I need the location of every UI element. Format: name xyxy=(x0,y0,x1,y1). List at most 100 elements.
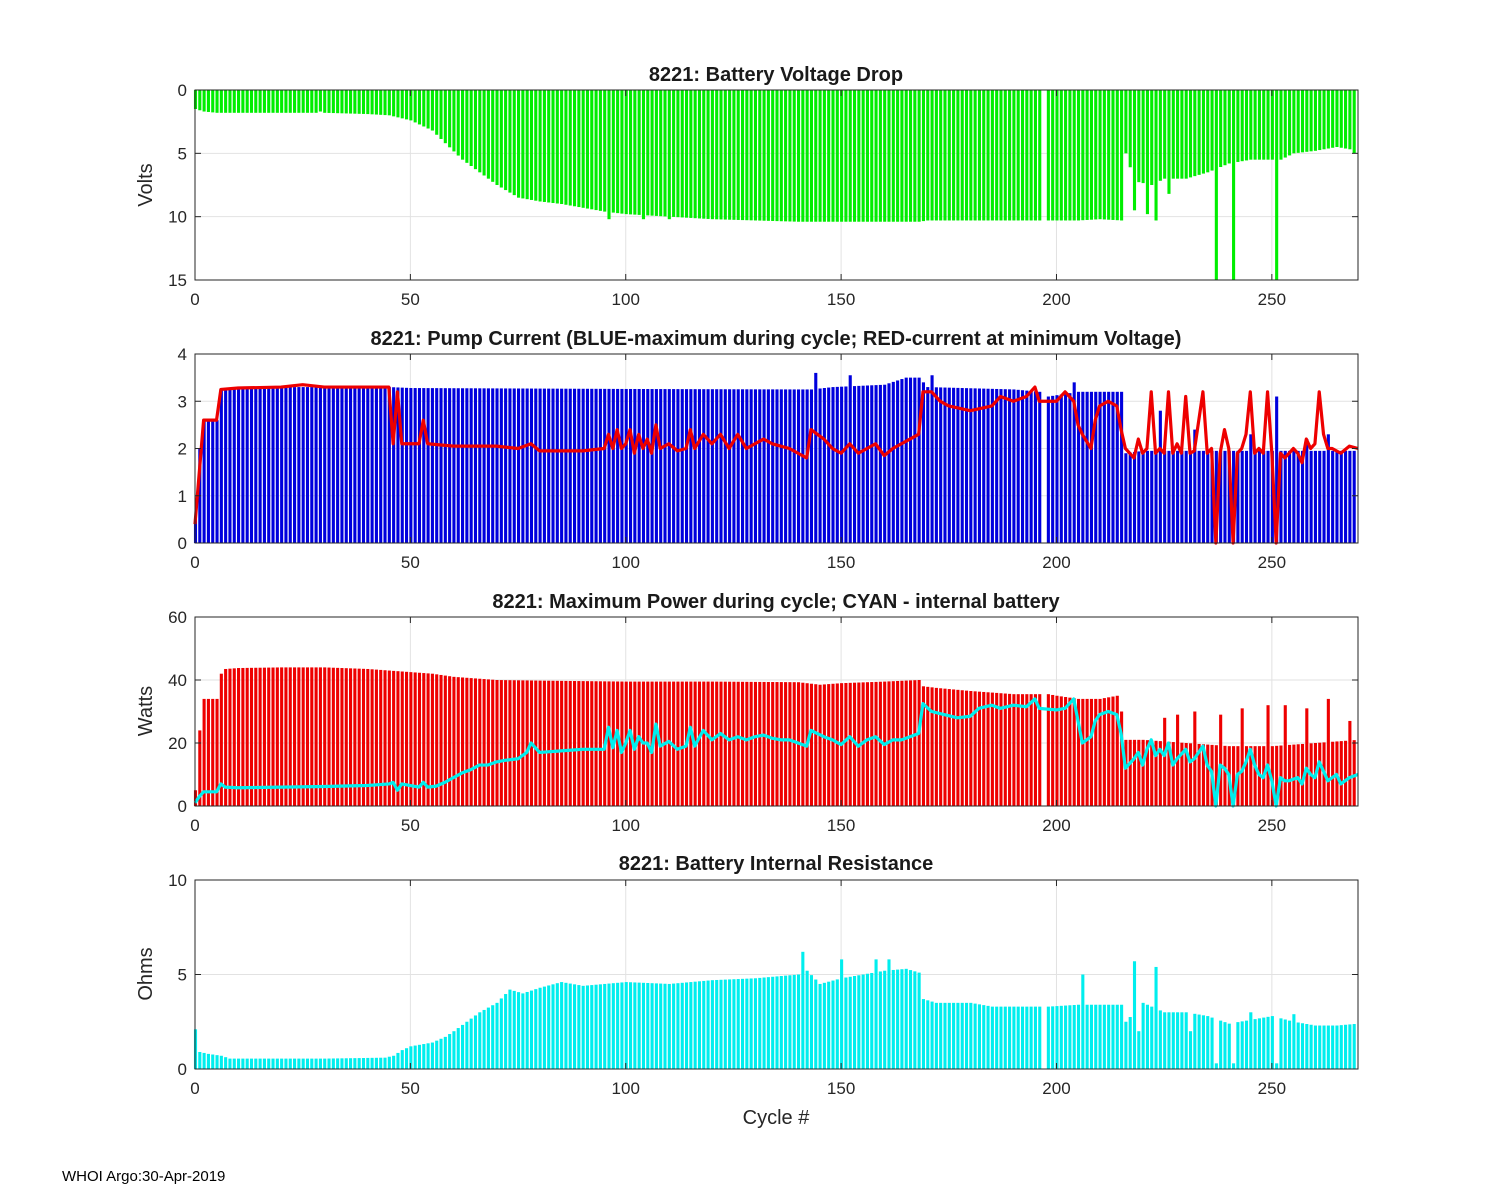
bar-blue-cycle-79 xyxy=(534,388,538,543)
bar-green-cycle-51 xyxy=(413,90,417,123)
bar-cyan-cycle-256 xyxy=(1296,1022,1300,1069)
bar-blue-cycle-243 xyxy=(1240,450,1244,543)
bar-cyan-cycle-255 xyxy=(1292,1014,1296,1069)
bar-red-cycle-214 xyxy=(1115,695,1119,806)
bar-green-cycle-96 xyxy=(607,90,611,220)
bar-blue-cycle-35 xyxy=(344,387,348,543)
bar-cyan-cycle-113 xyxy=(680,982,684,1069)
bar-red-cycle-49 xyxy=(405,671,409,806)
bar-blue-cycle-49 xyxy=(405,387,409,543)
bar-blue-cycle-47 xyxy=(396,387,400,543)
bar-green-cycle-129 xyxy=(749,90,753,221)
bar-cyan-cycle-128 xyxy=(745,978,749,1069)
bar-blue-cycle-186 xyxy=(995,388,999,543)
bar-blue-cycle-98 xyxy=(616,388,620,543)
bar-green-cycle-32 xyxy=(331,90,335,114)
bar-blue-cycle-122 xyxy=(719,389,723,543)
bar-green-cycle-203 xyxy=(1068,90,1072,221)
bar-blue-cycle-2 xyxy=(202,420,206,543)
bar-cyan-cycle-151 xyxy=(844,977,848,1069)
bar-green-cycle-109 xyxy=(663,90,667,217)
bar-red-cycle-145 xyxy=(818,684,822,806)
bar-red-cycle-79 xyxy=(534,680,538,806)
bar-blue-cycle-134 xyxy=(771,389,775,543)
bar-blue-cycle-268 xyxy=(1348,450,1352,543)
bar-red-cycle-174 xyxy=(943,688,947,806)
bar-blue-cycle-56 xyxy=(435,388,439,543)
bar-cyan-cycle-205 xyxy=(1076,1004,1081,1069)
bar-red-cycle-188 xyxy=(1003,693,1007,806)
bar-red-cycle-36 xyxy=(349,668,353,806)
bar-blue-cycle-253 xyxy=(1283,450,1287,543)
bar-red-cycle-208 xyxy=(1089,698,1093,806)
bar-blue-cycle-256 xyxy=(1296,450,1300,543)
bar-cyan-cycle-93 xyxy=(594,984,598,1069)
bar-cyan-cycle-23 xyxy=(293,1058,297,1069)
bar-red-cycle-130 xyxy=(753,681,758,806)
bar-red-cycle-200 xyxy=(1055,695,1059,806)
bar-blue-cycle-238 xyxy=(1219,450,1223,543)
bar-red-cycle-159 xyxy=(878,681,882,806)
bar-green-cycle-205 xyxy=(1076,90,1081,221)
bar-red-cycle-179 xyxy=(964,690,969,806)
bar-blue-cycle-267 xyxy=(1344,450,1348,543)
bar-green-cycle-125 xyxy=(732,90,736,220)
bar-green-cycle-45 xyxy=(387,90,391,116)
bar-red-cycle-112 xyxy=(676,681,680,806)
bar-cyan-cycle-260 xyxy=(1313,1025,1317,1069)
bar-cyan-cycle-146 xyxy=(822,982,826,1069)
bar-green-cycle-21 xyxy=(284,90,288,113)
bar-red-cycle-255 xyxy=(1292,744,1296,806)
bar-cyan-cycle-133 xyxy=(766,977,770,1069)
bar-green-cycle-145 xyxy=(818,90,822,222)
bar-green-cycle-1 xyxy=(198,90,202,111)
bar-red-cycle-194 xyxy=(1029,694,1033,806)
bar-green-cycle-114 xyxy=(684,90,689,218)
bar-cyan-cycle-45 xyxy=(387,1056,391,1069)
bar-red-cycle-128 xyxy=(745,681,749,806)
bar-blue-cycle-210 xyxy=(1098,391,1102,543)
bar-blue-cycle-187 xyxy=(999,389,1003,543)
bar-cyan-cycle-63 xyxy=(465,1021,469,1069)
y-axis-label: Volts xyxy=(135,163,157,206)
bar-cyan-cycle-14 xyxy=(254,1058,258,1069)
bar-green-cycle-82 xyxy=(547,90,551,203)
bar-cyan-cycle-170 xyxy=(926,1000,930,1069)
bar-red-cycle-264 xyxy=(1331,741,1335,806)
bar-cyan-cycle-31 xyxy=(327,1058,331,1069)
bar-green-cycle-52 xyxy=(417,90,422,125)
bar-green-cycle-262 xyxy=(1322,90,1326,150)
bar-red-cycle-3 xyxy=(206,698,210,806)
bar-blue-cycle-138 xyxy=(788,389,792,543)
bar-green-cycle-20 xyxy=(280,90,284,113)
bar-green-cycle-169 xyxy=(921,90,925,222)
x-tick-labels: 0 50 100 150 200 250 xyxy=(190,617,1286,835)
bar-blue-cycle-7 xyxy=(224,389,228,543)
bar-cyan-cycle-198 xyxy=(1046,1006,1050,1069)
bar-blue-cycle-129 xyxy=(749,389,753,543)
bar-green-cycle-92 xyxy=(590,90,594,210)
bar-blue-cycle-34 xyxy=(340,387,344,543)
bar-green-cycle-141 xyxy=(801,90,805,222)
bar-red-cycle-129 xyxy=(749,681,753,806)
bar-green-cycle-164 xyxy=(900,90,904,222)
bar-green-cycle-89 xyxy=(577,90,581,208)
bar-blue-cycle-137 xyxy=(784,389,788,543)
bar-blue-cycle-252 xyxy=(1279,450,1283,543)
x-tick-label: 50 xyxy=(401,553,420,572)
bar-red-cycle-93 xyxy=(594,681,598,806)
bar-red-cycle-210 xyxy=(1098,698,1102,806)
bar-red-cycle-62 xyxy=(461,677,465,806)
bar-green-cycle-37 xyxy=(353,90,357,114)
bar-blue-cycle-248 xyxy=(1262,450,1266,543)
bar-green-cycle-93 xyxy=(594,90,598,211)
bar-cyan-cycle-70 xyxy=(495,1002,499,1069)
bar-red-cycle-118 xyxy=(702,681,706,806)
bar-cyan-cycle-66 xyxy=(478,1012,482,1069)
bar-red-cycle-39 xyxy=(361,668,366,806)
bar-green-cycle-246 xyxy=(1253,90,1257,160)
bar-cyan-cycle-118 xyxy=(702,980,706,1069)
bar-blue-cycle-117 xyxy=(697,389,702,543)
bar-blue-cycle-64 xyxy=(469,388,473,543)
bar-green-cycle-79 xyxy=(534,90,538,201)
